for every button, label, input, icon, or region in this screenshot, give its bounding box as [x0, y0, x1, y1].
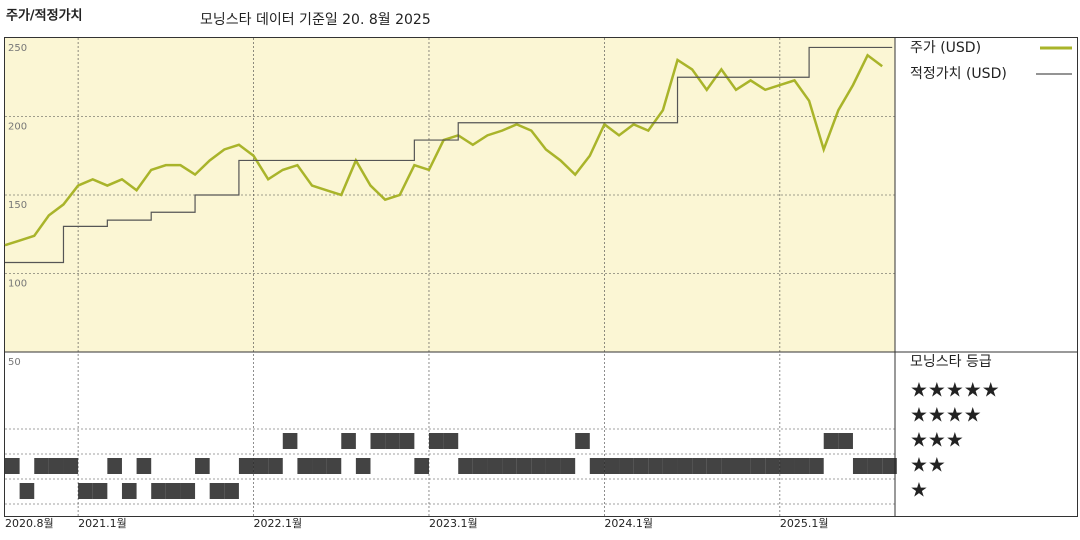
- rating-bar: [355, 458, 371, 474]
- rating-bar: [662, 458, 678, 474]
- x-tick-label: 2023.1월: [429, 517, 478, 530]
- chart-subtitle: 모닝스타 데이터 기준일 20. 8월 2025: [200, 12, 431, 28]
- rating-bar: [765, 458, 780, 474]
- rating-bar: [750, 458, 766, 474]
- x-tick-label: 2021.1월: [78, 517, 127, 530]
- y-tick-label: 150: [8, 200, 27, 211]
- legend-label: 적정가치 (USD): [910, 66, 1007, 82]
- rating-bar: [209, 483, 225, 499]
- rating-bar: [399, 433, 415, 449]
- rating-bar: [224, 483, 239, 499]
- rating-bar: [238, 458, 254, 474]
- x-tick-label: 2022.1월: [254, 517, 303, 530]
- chart-title: 주가/적정가치: [6, 8, 83, 24]
- rating-bar: [487, 458, 503, 474]
- rating-bar: [341, 433, 356, 449]
- rating-bar: [633, 458, 649, 474]
- rating-bar: [779, 458, 795, 474]
- rating-bar: [78, 483, 93, 499]
- x-tick-label: 2020.8월: [5, 517, 54, 530]
- rating-bar: [882, 458, 897, 474]
- rating-level: ★: [910, 478, 928, 502]
- rating-bar: [136, 458, 152, 474]
- rating-bar: [458, 458, 473, 474]
- rating-bar: [575, 433, 590, 449]
- rating-bar: [472, 458, 488, 474]
- rating-bar: [312, 458, 327, 474]
- rating-bar: [326, 458, 342, 474]
- rating-bar: [92, 483, 108, 499]
- rating-level: ★★★★★: [910, 378, 1000, 402]
- rating-bar: [385, 433, 400, 449]
- x-tick-label: 2024.1월: [604, 517, 653, 530]
- rating-bar: [589, 458, 605, 474]
- rating-bar: [852, 458, 868, 474]
- rating-bar: [516, 458, 532, 474]
- rating-bar: [63, 458, 79, 474]
- rating-bar: [560, 458, 576, 474]
- rating-bar: [48, 458, 64, 474]
- rating-bar: [809, 458, 824, 474]
- rating-bar: [428, 433, 444, 449]
- rating-bar: [443, 433, 459, 449]
- rating-level: ★★: [910, 453, 946, 477]
- rating-bar: [19, 483, 35, 499]
- rating-bar: [677, 458, 693, 474]
- x-tick-label: 2025.1월: [780, 517, 829, 530]
- rating-bar: [34, 458, 49, 474]
- rating-bar: [268, 458, 283, 474]
- rating-bar: [5, 458, 20, 474]
- rating-bar: [648, 458, 663, 474]
- legend-label: 주가 (USD): [910, 40, 981, 56]
- rating-level: ★★★: [910, 428, 964, 452]
- rating-bar: [736, 458, 751, 474]
- fair-value-line: [5, 46, 893, 264]
- rating-bar: [297, 458, 313, 474]
- y-tick-label: 250: [8, 43, 27, 54]
- y-tick-label: 200: [8, 122, 27, 133]
- rating-bar: [721, 458, 736, 474]
- rating-bar: [692, 458, 707, 474]
- rating-bar: [253, 458, 269, 474]
- rating-bar: [414, 458, 429, 474]
- y-tick-label: 50: [8, 357, 21, 368]
- rating-bar: [165, 483, 181, 499]
- rating-bar: [619, 458, 634, 474]
- y-tick-label: 100: [8, 279, 27, 290]
- rating-bar: [794, 458, 810, 474]
- rating-bar: [195, 458, 210, 474]
- rating-bar: [545, 458, 561, 474]
- rating-bar: [370, 433, 386, 449]
- rating-bar: [282, 433, 298, 449]
- rating-bar: [706, 458, 722, 474]
- rating-bar: [604, 458, 620, 474]
- frame: [4, 37, 1078, 517]
- rating-bar: [502, 458, 517, 474]
- rating-bar: [180, 483, 196, 499]
- rating-bar: [151, 483, 166, 499]
- rating-bar: [838, 433, 853, 449]
- rating-bar: [823, 433, 839, 449]
- rating-bar: [107, 458, 122, 474]
- rating-bar: [867, 458, 883, 474]
- rating-bar: [121, 483, 137, 499]
- rating-bar: [531, 458, 546, 474]
- rating-title: 모닝스타 등급: [910, 354, 992, 370]
- rating-level: ★★★★: [910, 403, 982, 427]
